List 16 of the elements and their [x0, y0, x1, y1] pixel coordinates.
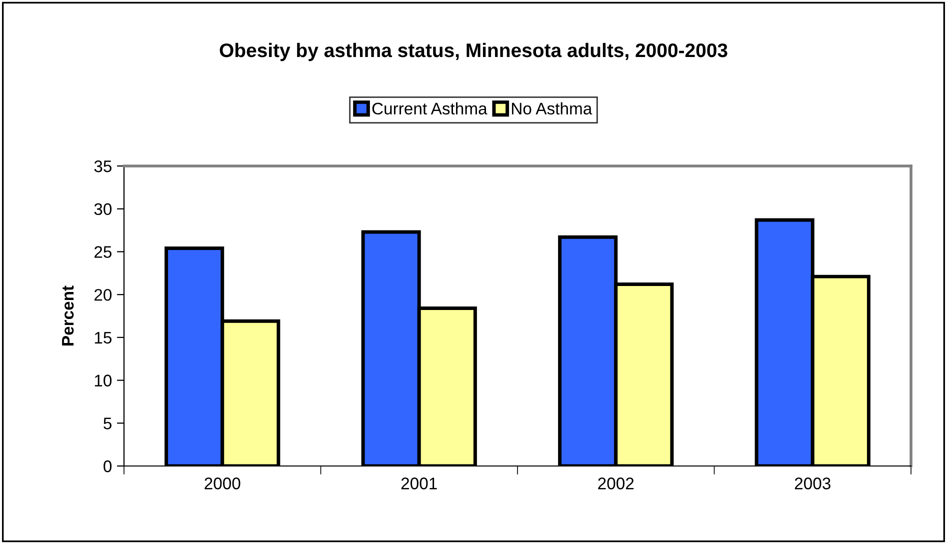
x-tick-label: 2003: [794, 478, 830, 490]
y-axis-title: Percent: [62, 286, 74, 346]
y-tick-label: 35: [94, 160, 112, 172]
y-tick-label: 25: [94, 246, 112, 258]
y-tick-label: 15: [94, 332, 112, 344]
legend-label: Current Asthma: [372, 102, 488, 115]
y-tick-label: 0: [104, 460, 112, 472]
y-tick-label: 30: [94, 203, 112, 216]
y-tick-label: 10: [94, 374, 112, 386]
y-tick-label: 5: [104, 418, 112, 430]
chart-title: Obesity by asthma status, Minnesota adults, 2000-2003: [220, 42, 728, 62]
x-tick-label: 2002: [598, 478, 634, 490]
legend-label: No Asthma: [512, 102, 592, 115]
x-tick-label: 2000: [204, 478, 240, 490]
x-tick-label: 2001: [401, 478, 437, 490]
y-tick-label: 20: [94, 288, 112, 301]
